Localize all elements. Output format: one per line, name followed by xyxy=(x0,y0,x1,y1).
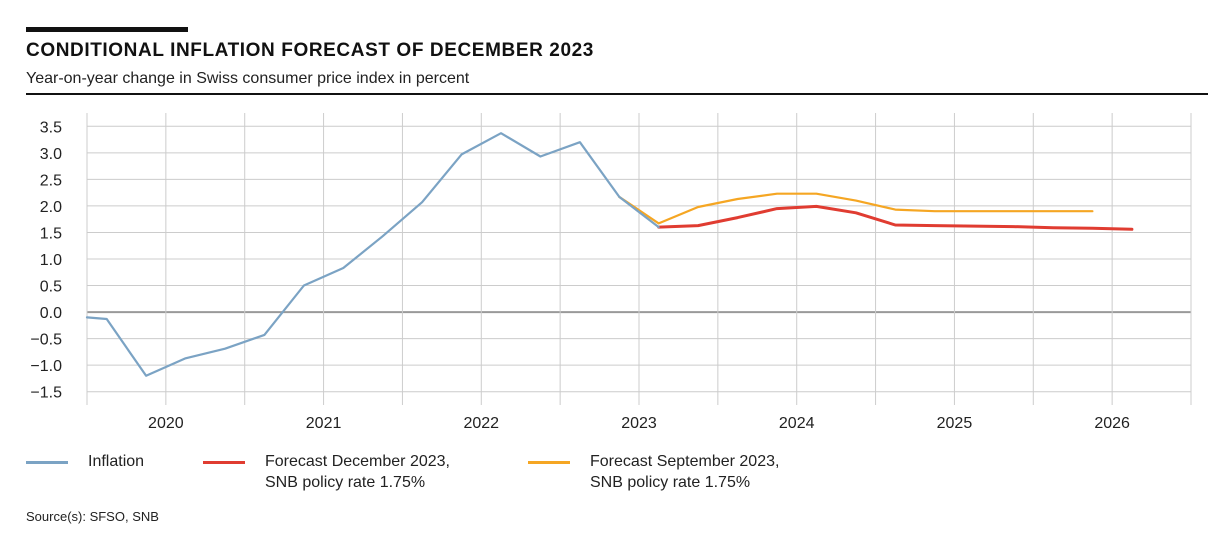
series-layer xyxy=(85,132,1134,377)
legend-swatch-forecast-september xyxy=(528,461,570,464)
y-tick-label: −1.5 xyxy=(30,385,62,402)
grid-layer xyxy=(86,113,1192,405)
x-tick-label: 2022 xyxy=(463,415,499,432)
legend-label-forecast-december: Forecast December 2023, SNB policy rate … xyxy=(265,453,450,491)
y-tick-label: 1.0 xyxy=(40,252,62,269)
x-tick-label: 2025 xyxy=(937,415,973,432)
x-tick-label: 2023 xyxy=(621,415,657,432)
y-tick-label: 0.0 xyxy=(40,305,62,322)
series-forecast-december-line xyxy=(657,204,1134,231)
x-tick-label: 2021 xyxy=(306,415,342,432)
chart-title: CONDITIONAL INFLATION FORECAST OF DECEMB… xyxy=(26,40,594,61)
chart-subtitle: Year-on-year change in Swiss consumer pr… xyxy=(26,70,470,87)
legend-swatch-forecast-december xyxy=(203,461,245,464)
x-tick-label: 2024 xyxy=(779,415,815,432)
y-tick-label: −0.5 xyxy=(30,332,62,349)
y-tick-label: 3.0 xyxy=(40,146,62,163)
y-tick-label: 1.5 xyxy=(40,225,62,242)
series-inflation-line xyxy=(85,132,660,377)
legend-item-forecast-september: Forecast September 2023, SNB policy rate… xyxy=(528,451,779,493)
series-forecast-september-line xyxy=(618,192,1094,225)
title-accent-bar xyxy=(26,27,188,32)
y-tick-label: 0.5 xyxy=(40,279,62,296)
y-tick-label: 2.0 xyxy=(40,199,62,216)
legend-item-inflation: Inflation xyxy=(26,451,144,472)
y-axis-ticks: 3.5 3.0 2.5 2.0 1.5 1.0 0.5 0.0 −0.5 −1.0 −1.5 xyxy=(30,119,62,401)
source-note: Source(s): SFSO, SNB xyxy=(26,509,159,524)
header-rule xyxy=(26,93,1208,95)
y-tick-label: 3.5 xyxy=(40,119,62,136)
x-tick-label: 2026 xyxy=(1094,415,1130,432)
x-axis-ticks: 2020 2021 2022 2023 2024 2025 2026 xyxy=(148,415,1130,432)
legend-label-forecast-september: Forecast September 2023, SNB policy rate… xyxy=(590,453,780,491)
y-tick-label: 2.5 xyxy=(40,172,62,189)
y-tick-label: −1.0 xyxy=(30,358,62,375)
x-tick-label: 2020 xyxy=(148,415,184,432)
legend-swatch-inflation xyxy=(26,461,68,464)
legend-item-forecast-december: Forecast December 2023, SNB policy rate … xyxy=(203,451,450,493)
legend-label-inflation: Inflation xyxy=(88,453,145,470)
